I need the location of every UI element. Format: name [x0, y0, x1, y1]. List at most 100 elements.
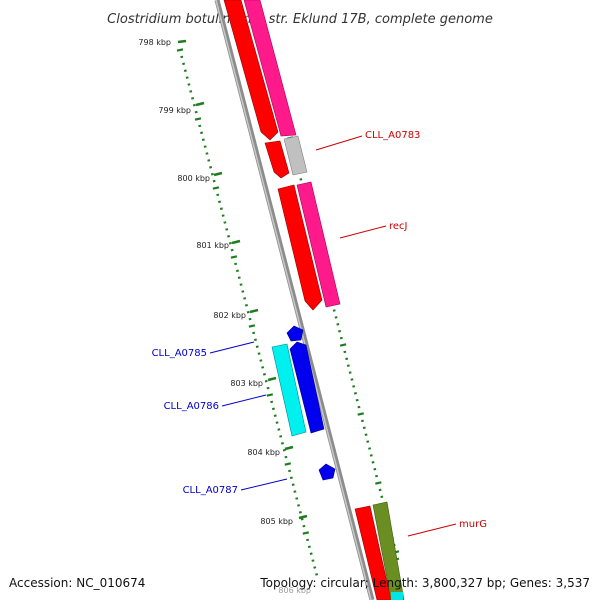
gene-labels: CLL_A0783 recJ CLL_A0785 CLL_A0786 CLL_A… [152, 130, 487, 537]
tick-mark [230, 248, 234, 252]
gene-label-murg[interactable]: murG [459, 519, 487, 530]
tick-mark [216, 193, 220, 197]
tick-mark [348, 371, 352, 374]
tick-mark [241, 290, 245, 293]
tick-mark [271, 407, 275, 411]
cds-feature-olive [372, 501, 405, 600]
tick-mark [366, 440, 370, 443]
tick-mark [288, 469, 292, 473]
cds-feature-blue [318, 463, 336, 481]
tick-mark [212, 179, 216, 183]
forward-strand-features [223, 0, 405, 600]
cds-feature-cyan [391, 592, 403, 600]
kbp-major-tick [249, 308, 259, 314]
tick-mark [380, 495, 384, 499]
tick-mark [369, 454, 373, 457]
cds-feature-gray [283, 135, 308, 176]
tick-mark [187, 83, 191, 86]
gene-label-cll-a0786[interactable]: CLL_A0786 [164, 401, 219, 412]
leader-line [240, 478, 288, 491]
tick-mark [280, 442, 284, 445]
tick-mark [246, 310, 250, 314]
tick-mark [252, 331, 256, 335]
topology-label: Topology: circular; Length: 3,800,327 bp… [260, 576, 590, 590]
tick-mark [313, 566, 317, 569]
tick-mark [194, 110, 198, 114]
cds-feature-red [223, 0, 279, 141]
tick-mark [198, 124, 202, 128]
tick-mark-major [339, 343, 347, 347]
cds-feature-pink [243, 0, 297, 137]
reverse-strand-features [271, 325, 336, 481]
tick-mark [192, 103, 196, 107]
tick-mark [364, 433, 368, 436]
tick-mark [293, 490, 297, 493]
tick-mark [291, 483, 295, 486]
tick-mark-major [212, 186, 220, 190]
tick-mark [183, 69, 187, 72]
leader-line [407, 523, 457, 537]
tick-mark [282, 448, 286, 452]
tick-mark [218, 200, 222, 204]
tick-mark [279, 435, 283, 438]
leader-line [209, 341, 255, 354]
tick-mark [235, 269, 239, 273]
tick-mark [357, 405, 361, 409]
tick-mark [360, 419, 364, 423]
tick-mark [373, 467, 377, 471]
tick-mark [368, 447, 372, 450]
tick-mark [289, 476, 293, 480]
kbp-major-tick [267, 376, 277, 382]
tick-mark [345, 357, 349, 361]
tick-mark [180, 55, 184, 59]
tick-mark-major [176, 48, 184, 52]
tick-mark [311, 559, 315, 562]
leader-line [221, 394, 267, 407]
tick-mark [332, 309, 336, 312]
genome-backbone [214, 0, 375, 600]
kbp-major-tick [298, 514, 308, 520]
tick-mark [299, 178, 303, 181]
tick-mark-major [302, 531, 310, 535]
tick-mark [338, 329, 342, 333]
kbp-major-tick [231, 239, 241, 245]
tick-mark [262, 373, 266, 376]
cds-feature-cyan [271, 343, 307, 437]
tick-mark [270, 400, 274, 404]
tick-mark [378, 488, 382, 492]
gene-label-recj[interactable]: recJ [389, 221, 408, 232]
tick-mark [352, 385, 356, 388]
tick-mark [253, 338, 257, 342]
tick-mark [266, 386, 270, 390]
tick-mark [207, 159, 211, 162]
tick-mark [209, 166, 213, 169]
kbp-label: 800 kbp [177, 174, 210, 183]
tick-mark [295, 497, 299, 500]
gene-label-cll-a0783[interactable]: CLL_A0783 [365, 130, 420, 141]
tick-mark [221, 214, 225, 217]
gene-label-cll-a0785[interactable]: CLL_A0785 [152, 348, 207, 359]
tick-mark-major [248, 324, 256, 328]
tick-mark [284, 455, 288, 459]
genome-title: Clostridium botulinum B str. Eklund 17B,… [107, 12, 493, 27]
cds-feature-red [277, 184, 323, 311]
cds-feature-red [264, 140, 290, 179]
tick-mark [336, 323, 340, 326]
tick-mark [298, 511, 302, 514]
tick-mark [239, 283, 243, 286]
tick-mark [228, 241, 232, 245]
tick-mark-major [284, 462, 292, 466]
gene-label-cll-a0787[interactable]: CLL_A0787 [183, 485, 238, 496]
kbp-label: 804 kbp [247, 448, 280, 457]
kbp-label: 799 kbp [158, 106, 191, 115]
tick-mark [237, 276, 241, 279]
tick-mark [227, 235, 231, 238]
left-tick-track [176, 48, 319, 576]
tick-mark [203, 145, 207, 148]
tick-mark [210, 172, 214, 176]
kbp-label: 805 kbp [260, 517, 293, 526]
tick-mark [275, 421, 279, 424]
tick-mark [225, 228, 229, 231]
tick-mark-major [230, 255, 238, 259]
